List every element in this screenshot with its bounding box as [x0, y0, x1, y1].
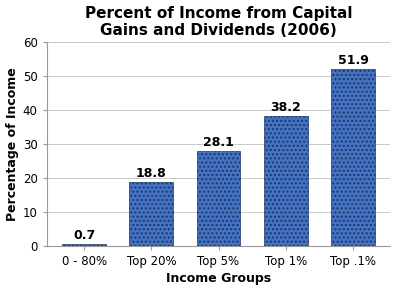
X-axis label: Income Groups: Income Groups	[166, 272, 271, 285]
Bar	[62, 244, 106, 246]
Text: 51.9: 51.9	[337, 54, 368, 68]
Title: Percent of Income from Capital
Gains and Dividends (2006): Percent of Income from Capital Gains and…	[85, 6, 352, 38]
Text: 38.2: 38.2	[270, 101, 301, 114]
Bar	[264, 116, 308, 246]
Text: 18.8: 18.8	[136, 167, 167, 180]
Text: 0.7: 0.7	[73, 229, 95, 242]
Y-axis label: Percentage of Income: Percentage of Income	[6, 67, 19, 221]
Bar	[331, 70, 375, 246]
Bar	[129, 182, 173, 246]
Text: 28.1: 28.1	[203, 136, 234, 148]
Bar	[197, 150, 240, 246]
